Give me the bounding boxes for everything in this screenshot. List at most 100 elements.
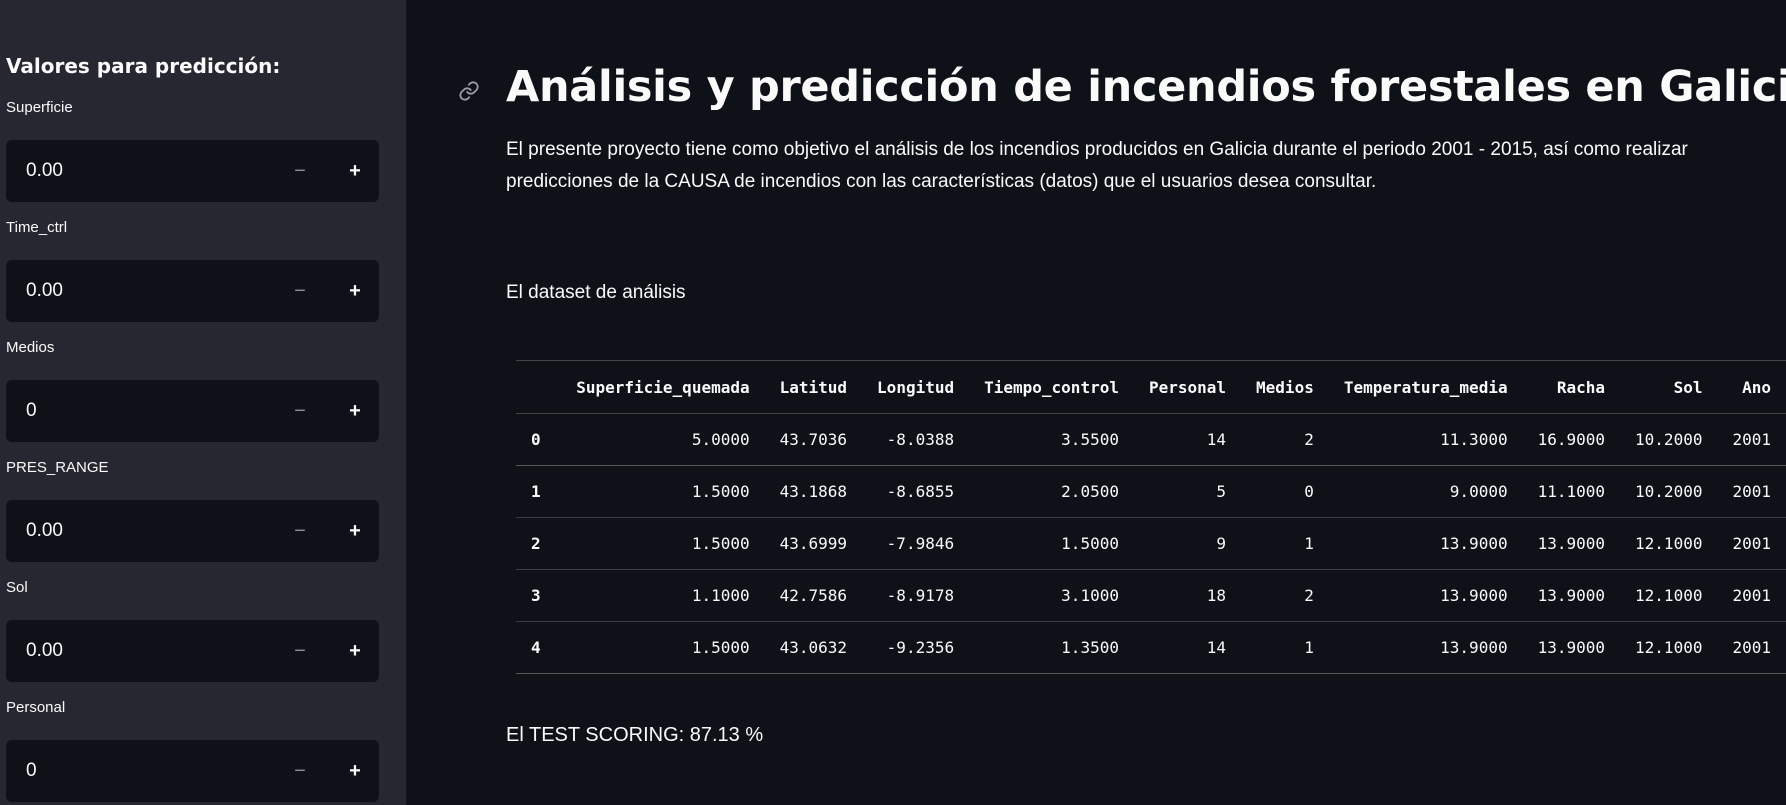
field-personal: Personal 0 − + bbox=[6, 699, 379, 802]
row-index: 1 bbox=[531, 482, 541, 501]
number-input-value[interactable]: 0 bbox=[26, 400, 37, 421]
column-header[interactable]: Racha bbox=[1556, 377, 1606, 397]
number-input[interactable]: 0.00 − + bbox=[6, 500, 379, 562]
number-input[interactable]: 0 − + bbox=[6, 380, 379, 442]
increment-button[interactable]: + bbox=[349, 160, 361, 182]
column-header[interactable]: Superficie_quemada bbox=[576, 377, 750, 397]
row-index: 3 bbox=[531, 586, 541, 605]
table-cell: 43.1868 bbox=[779, 482, 848, 501]
link-icon[interactable] bbox=[458, 80, 480, 102]
decrement-button[interactable]: − bbox=[294, 280, 306, 302]
table-cell: 5.0000 bbox=[691, 430, 750, 449]
table-cell: 1 bbox=[1304, 638, 1314, 657]
test-score: El TEST SCORING: 87.13 % bbox=[506, 724, 764, 746]
table-cell: 43.7036 bbox=[779, 430, 848, 449]
table-cell: 13.9000 bbox=[1440, 534, 1508, 553]
index-header[interactable] bbox=[516, 361, 561, 414]
table-cell: 43.6999 bbox=[779, 534, 848, 553]
dataframe[interactable]: Superficie_quemada Latitud Longitud Tiempo_… bbox=[516, 360, 1786, 674]
column-header[interactable]: Medios bbox=[1256, 377, 1314, 397]
table-cell: 3.1000 bbox=[1061, 586, 1119, 605]
row-index: 2 bbox=[531, 534, 541, 553]
table-cell: -8.0388 bbox=[886, 430, 955, 449]
data-table: Superficie_quemada Latitud Longitud Tiempo_… bbox=[516, 360, 1786, 674]
table-cell: 5 bbox=[1216, 482, 1227, 501]
table-cell: 2001 bbox=[1732, 534, 1771, 553]
table-row: 3 1.1000 42.7586 -8.9178 3.1000 18 2 13.9000 13.… bbox=[516, 570, 1786, 622]
table-cell: 1.5000 bbox=[691, 482, 750, 501]
table-row: 1 1.5000 43.1868 -8.6855 2.0500 5 0 9.0000 11.10… bbox=[516, 466, 1786, 518]
table-cell: 2.0500 bbox=[1061, 482, 1119, 501]
number-input-value[interactable]: 0 bbox=[26, 760, 37, 781]
column-header[interactable]: Temperatura_media bbox=[1343, 377, 1508, 397]
table-cell: 2001 bbox=[1732, 586, 1771, 605]
field-label: Sol bbox=[6, 579, 28, 596]
decrement-button[interactable]: − bbox=[294, 520, 306, 542]
table-cell: -8.6855 bbox=[886, 482, 955, 501]
column-header[interactable]: Ano bbox=[1742, 377, 1771, 397]
increment-button[interactable]: + bbox=[349, 760, 361, 782]
field-time-ctrl: Time_ctrl 0.00 − + bbox=[6, 219, 379, 322]
field-label: PRES_RANGE bbox=[6, 459, 109, 476]
table-cell: 11.1000 bbox=[1537, 482, 1606, 501]
table-cell: 13.9000 bbox=[1440, 638, 1508, 657]
table-cell: 1.5000 bbox=[691, 638, 750, 657]
field-label: Medios bbox=[6, 339, 55, 356]
number-input-value[interactable]: 0.00 bbox=[26, 520, 63, 541]
number-input-value[interactable]: 0.00 bbox=[26, 280, 63, 301]
decrement-button[interactable]: − bbox=[294, 400, 306, 422]
field-superficie: Superficie 0.00 − + bbox=[6, 99, 379, 202]
table-cell: 13.9000 bbox=[1537, 586, 1606, 605]
number-input[interactable]: 0 − + bbox=[6, 740, 379, 802]
number-input-value[interactable]: 0.00 bbox=[26, 160, 63, 181]
table-cell: 3.5500 bbox=[1061, 430, 1119, 449]
table-cell: 12.1000 bbox=[1635, 586, 1703, 605]
table-cell: 12.1000 bbox=[1635, 638, 1703, 657]
table-cell: 2001 bbox=[1732, 638, 1771, 657]
column-header[interactable]: Sol bbox=[1673, 377, 1703, 397]
table-cell: 43.0632 bbox=[779, 638, 848, 657]
decrement-button[interactable]: − bbox=[294, 760, 306, 782]
table-row: 0 5.0000 43.7036 -8.0388 3.5500 14 2 11.3000 16.… bbox=[516, 414, 1786, 466]
table-cell: 2 bbox=[1304, 430, 1314, 449]
number-input[interactable]: 0.00 − + bbox=[6, 140, 379, 202]
table-cell: 13.9000 bbox=[1537, 534, 1606, 553]
table-cell: 1.5000 bbox=[1061, 534, 1119, 553]
increment-button[interactable]: + bbox=[349, 520, 361, 542]
column-header[interactable]: Tiempo_control bbox=[984, 377, 1119, 397]
number-input-value[interactable]: 0.00 bbox=[26, 640, 63, 661]
table-cell: 12.1000 bbox=[1635, 534, 1703, 553]
decrement-button[interactable]: − bbox=[294, 640, 306, 662]
table-cell: 2001 bbox=[1732, 482, 1771, 501]
table-cell: 10.2000 bbox=[1635, 430, 1703, 449]
decrement-button[interactable]: − bbox=[294, 160, 306, 182]
table-cell: 9 bbox=[1216, 534, 1227, 553]
table-cell: -7.9846 bbox=[886, 534, 955, 553]
number-input[interactable]: 0.00 − + bbox=[6, 620, 379, 682]
column-header[interactable]: Personal bbox=[1148, 377, 1227, 397]
increment-button[interactable]: + bbox=[349, 400, 361, 422]
field-pres-range: PRES_RANGE 0.00 − + bbox=[6, 459, 379, 562]
table-cell: -9.2356 bbox=[886, 638, 955, 657]
table-cell: 1 bbox=[1304, 534, 1314, 553]
table-cell: 14 bbox=[1206, 430, 1227, 449]
column-header[interactable]: Longitud bbox=[877, 377, 955, 397]
table-cell: 42.7586 bbox=[779, 586, 848, 605]
row-index: 4 bbox=[531, 638, 541, 657]
table-cell: 1.5000 bbox=[691, 534, 750, 553]
sidebar-title: Valores para predicción: bbox=[6, 54, 281, 78]
field-label: Superficie bbox=[6, 99, 73, 116]
table-cell: 14 bbox=[1206, 638, 1227, 657]
table-cell: 11.3000 bbox=[1440, 430, 1508, 449]
column-header[interactable]: Latitud bbox=[779, 377, 848, 397]
table-cell: 18 bbox=[1206, 586, 1227, 605]
table-cell: 2001 bbox=[1732, 430, 1771, 449]
table-cell: 13.9000 bbox=[1537, 638, 1606, 657]
page-title: Análisis y predicción de incendios fores… bbox=[506, 62, 1786, 112]
sidebar: Valores para predicción: Superficie 0.00… bbox=[0, 0, 406, 805]
number-input[interactable]: 0.00 − + bbox=[6, 260, 379, 322]
increment-button[interactable]: + bbox=[349, 280, 361, 302]
row-index: 0 bbox=[531, 430, 541, 449]
table-cell: 1.1000 bbox=[691, 586, 750, 605]
increment-button[interactable]: + bbox=[349, 640, 361, 662]
